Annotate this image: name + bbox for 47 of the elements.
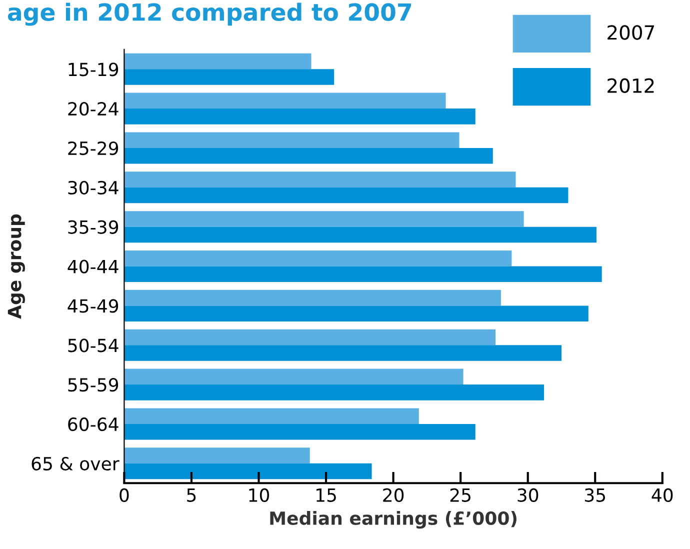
- x-tick-label: 40: [652, 488, 673, 502]
- x-tick-label: 25: [450, 488, 470, 502]
- bar: [124, 132, 460, 148]
- y-tick-label: 30-34: [68, 180, 118, 195]
- bar: [124, 408, 419, 424]
- x-tick-label: 10: [249, 488, 270, 502]
- bar: [124, 108, 476, 124]
- x-tick-label: 5: [187, 488, 196, 502]
- legend-label: 2012: [608, 78, 654, 94]
- bar: [124, 250, 512, 266]
- y-tick-label: 60-64: [68, 417, 118, 432]
- bar: [124, 448, 310, 464]
- bar: [124, 329, 496, 346]
- y-axis-title: Age group: [8, 214, 25, 319]
- y-tick-label: 55-59: [68, 378, 118, 392]
- x-tick-label: 35: [585, 488, 606, 502]
- bar: [124, 187, 568, 204]
- bar: [124, 368, 464, 385]
- bar: [124, 69, 334, 85]
- y-tick-label: 25-29: [68, 141, 118, 156]
- x-tick-label: 0: [120, 488, 129, 502]
- chart-title: age in 2012 compared to 2007: [8, 2, 412, 26]
- bar: [124, 92, 446, 109]
- y-tick-label: 35-39: [68, 220, 118, 234]
- x-tick-label: 15: [316, 488, 336, 502]
- bar: [124, 345, 562, 361]
- bar: [124, 306, 588, 322]
- y-tick-label: 50-54: [68, 338, 118, 352]
- x-axis-title: Median earnings (£’000): [270, 511, 516, 529]
- y-tick-label: 65 & over: [32, 456, 120, 471]
- bar: [124, 172, 516, 188]
- bar: [124, 148, 493, 164]
- bar: [124, 53, 312, 70]
- y-tick-label: 45-49: [68, 299, 118, 313]
- x-tick-label: 30: [518, 488, 538, 502]
- bar: [124, 463, 372, 480]
- bar: [124, 226, 596, 243]
- bar: [124, 266, 602, 282]
- bar: [124, 424, 476, 440]
- legend-label: 2007: [608, 25, 654, 40]
- y-tick-label: 40-44: [68, 260, 118, 274]
- y-tick-label: 15-19: [68, 62, 118, 76]
- bar: [124, 290, 501, 306]
- y-tick-label: 20-24: [68, 102, 118, 116]
- x-tick-label: 20: [383, 488, 404, 502]
- bar: [124, 384, 544, 400]
- bar: [124, 211, 524, 227]
